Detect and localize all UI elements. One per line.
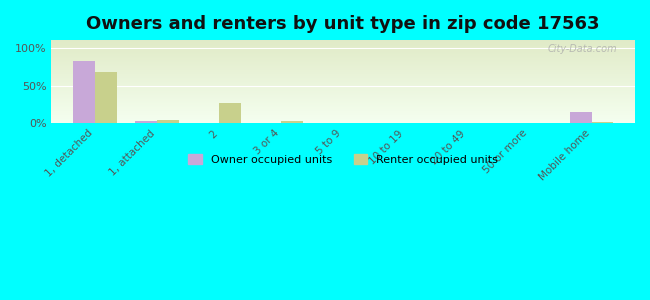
Bar [157, 120, 179, 123]
Bar [73, 61, 95, 123]
Text: City-Data.com: City-Data.com [548, 44, 617, 54]
Legend: Owner occupied units, Renter occupied units: Owner occupied units, Renter occupied un… [184, 150, 502, 169]
Bar [570, 112, 592, 123]
Title: Owners and renters by unit type in zip code 17563: Owners and renters by unit type in zip c… [86, 15, 600, 33]
Bar [95, 72, 116, 123]
Bar [135, 121, 157, 123]
Bar [281, 121, 303, 123]
Bar [219, 103, 240, 123]
Bar [592, 122, 613, 123]
